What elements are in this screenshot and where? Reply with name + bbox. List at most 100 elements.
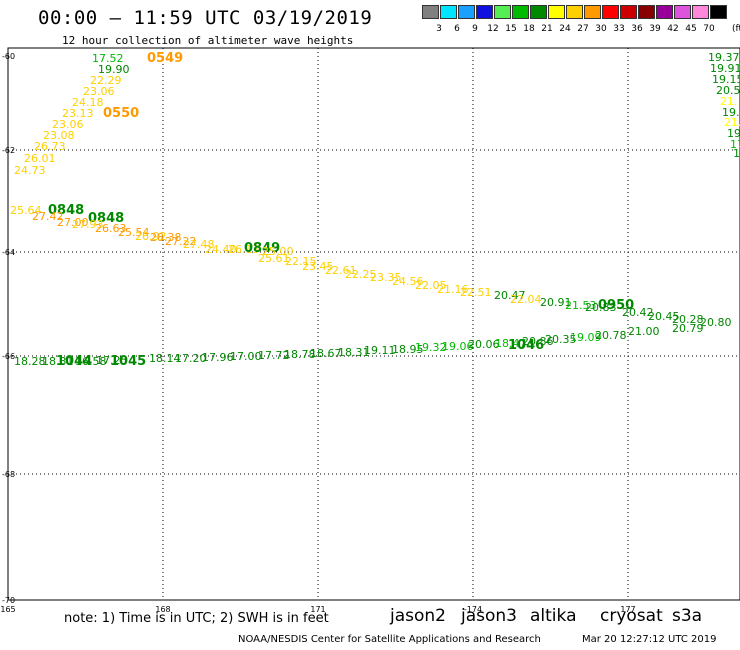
pass-time-label: 0848 [88, 211, 124, 226]
longitude-tick-label: -174 [464, 605, 482, 614]
scale-swatch-label: 36 [631, 24, 643, 34]
wave-height-label: 28.38 [150, 231, 182, 244]
wave-height-label: 22.29 [90, 74, 122, 87]
map-border [7, 47, 740, 601]
scale-swatch [584, 5, 601, 19]
wave-height-label: 17. [730, 138, 740, 151]
wave-height-label: 20.35 [545, 333, 577, 346]
scale-swatch-label: 12 [487, 24, 499, 34]
wave-height-label: 20.79 [672, 322, 704, 335]
wave-height-label: 19.06 [442, 340, 474, 353]
pass-time-label: 0549 [147, 51, 183, 66]
wave-height-label: 19.09 [570, 331, 602, 344]
longitude-tick-label: 177 [620, 605, 635, 614]
wave-height-label: 23.45 [302, 260, 334, 273]
map-tick-labels: 165 168 171 -174 177 -60 -62 -64 -66 -68 -70 [0, 52, 635, 614]
scale-swatch [710, 5, 727, 19]
scale-swatch-label: 30 [595, 24, 607, 34]
wave-height-label: 19 [727, 127, 740, 140]
wave-height-label: 17.20 [175, 352, 207, 365]
wave-height-label: 20.91 [540, 296, 572, 309]
wave-height-label: 27.22 [165, 235, 197, 248]
wave-height-label: 19.37 [708, 51, 740, 64]
wave-height-label: 18.78 [284, 348, 316, 361]
wave-height-label: 22.25 [345, 268, 377, 281]
wave-height-label: 27.42 [32, 210, 64, 223]
wave-height-label: 21. [720, 95, 738, 108]
wave-height-label: 18.28 [14, 355, 46, 368]
wave-height-label: 17.72 [258, 349, 290, 362]
scale-swatch [638, 5, 655, 19]
scale-swatch-label: 39 [649, 24, 661, 34]
wave-height-label: 19.15 [712, 73, 740, 86]
wave-height-label: 18.31 [338, 346, 370, 359]
wave-height-label: 23.13 [62, 107, 94, 120]
wave-height-label: 23.08 [43, 129, 75, 142]
wave-height-label: 22.15 [285, 255, 317, 268]
sat-legend-cryosat: cryosat [600, 606, 663, 626]
wave-height-label: 21.00 [628, 325, 660, 338]
generated-timestamp: Mar 20 12:27:12 UTC 2019 [582, 634, 717, 645]
wave-height-label: 17.96 [202, 351, 234, 364]
scale-swatch-label: 70 [703, 24, 715, 34]
scale-swatch [512, 5, 529, 19]
wave-height-label: 18.67 [310, 347, 342, 360]
wave-height-label: 18.31 [42, 355, 74, 368]
scale-swatch-label: 45 [685, 24, 697, 34]
map-grid [8, 48, 740, 600]
sat-legend-jason3: jason3 [461, 606, 517, 626]
longitude-tick-label: 168 [155, 605, 170, 614]
sat-legend-altika: altika [530, 606, 577, 626]
wave-height-label: 19.32 [415, 341, 447, 354]
pass-time-label: 0950 [598, 298, 634, 313]
wave-height-label: 23.06 [83, 85, 115, 98]
wave-height-label: 20.47 [494, 289, 526, 302]
map-subtitle: 12 hour collection of altimeter wave hei… [62, 34, 354, 47]
wave-height-label: 22.61 [325, 264, 357, 277]
map-title: 00:00 – 11:59 UTC 03/19/2019 [38, 7, 373, 29]
latitude-tick-label: -64 [2, 248, 15, 257]
scale-swatch [674, 5, 691, 19]
scale-swatch [692, 5, 709, 19]
wave-height-label: 17.25 [96, 354, 128, 367]
wave-height-label: 20.28 [672, 313, 704, 326]
scale-swatch [656, 5, 673, 19]
wave-height-label: 20.42 [622, 306, 654, 319]
wave-height-label: 24.73 [14, 164, 46, 177]
wave-height-label: 22.04 [510, 293, 542, 306]
sat-legend-jason2: jason2 [390, 606, 446, 626]
wave-height-label: 26.73 [34, 140, 66, 153]
wave-height-label: 22.05 [415, 279, 447, 292]
wave-height-label: 17.52 [92, 52, 124, 65]
scale-swatch [602, 5, 619, 19]
scale-swatch-label: 9 [472, 24, 478, 34]
wave-height-label: 23.06 [52, 118, 84, 131]
wave-height-label: 26.63 [95, 222, 127, 235]
wave-height-label: 26.92 [135, 230, 167, 243]
wave-height-label: 16.58 [75, 355, 107, 368]
scale-swatch [620, 5, 637, 19]
wave-height-label: 18.47 [495, 337, 527, 350]
scale-swatch [422, 5, 439, 19]
wave-height-label: 26.13 [228, 243, 260, 256]
latitude-tick-label: -66 [2, 352, 15, 361]
scale-swatch [440, 5, 457, 19]
pass-time-label: 0849 [244, 241, 280, 256]
wave-height-label: 1 [733, 147, 740, 160]
wave-height-label: 26.01 [24, 152, 56, 165]
wave-height-label: 25.64 [10, 204, 42, 217]
latitude-tick-label: -68 [2, 470, 15, 479]
scale-swatch [530, 5, 547, 19]
scale-swatch [494, 5, 511, 19]
scale-swatch-label: 42 [667, 24, 679, 34]
wave-height-label: 20.5 [716, 84, 740, 97]
wave-height-label: 25.00 [262, 245, 294, 258]
wave-height-label: 27.48 [183, 238, 215, 251]
sat-legend-s3a: s3a [672, 606, 703, 626]
wave-height-label: 27.93 [72, 218, 104, 231]
credit-line: NOAA/NESDIS Center for Satellite Applica… [238, 634, 541, 645]
latitude-tick-label: -60 [2, 52, 15, 61]
wave-height-label: 19.91 [710, 62, 740, 75]
